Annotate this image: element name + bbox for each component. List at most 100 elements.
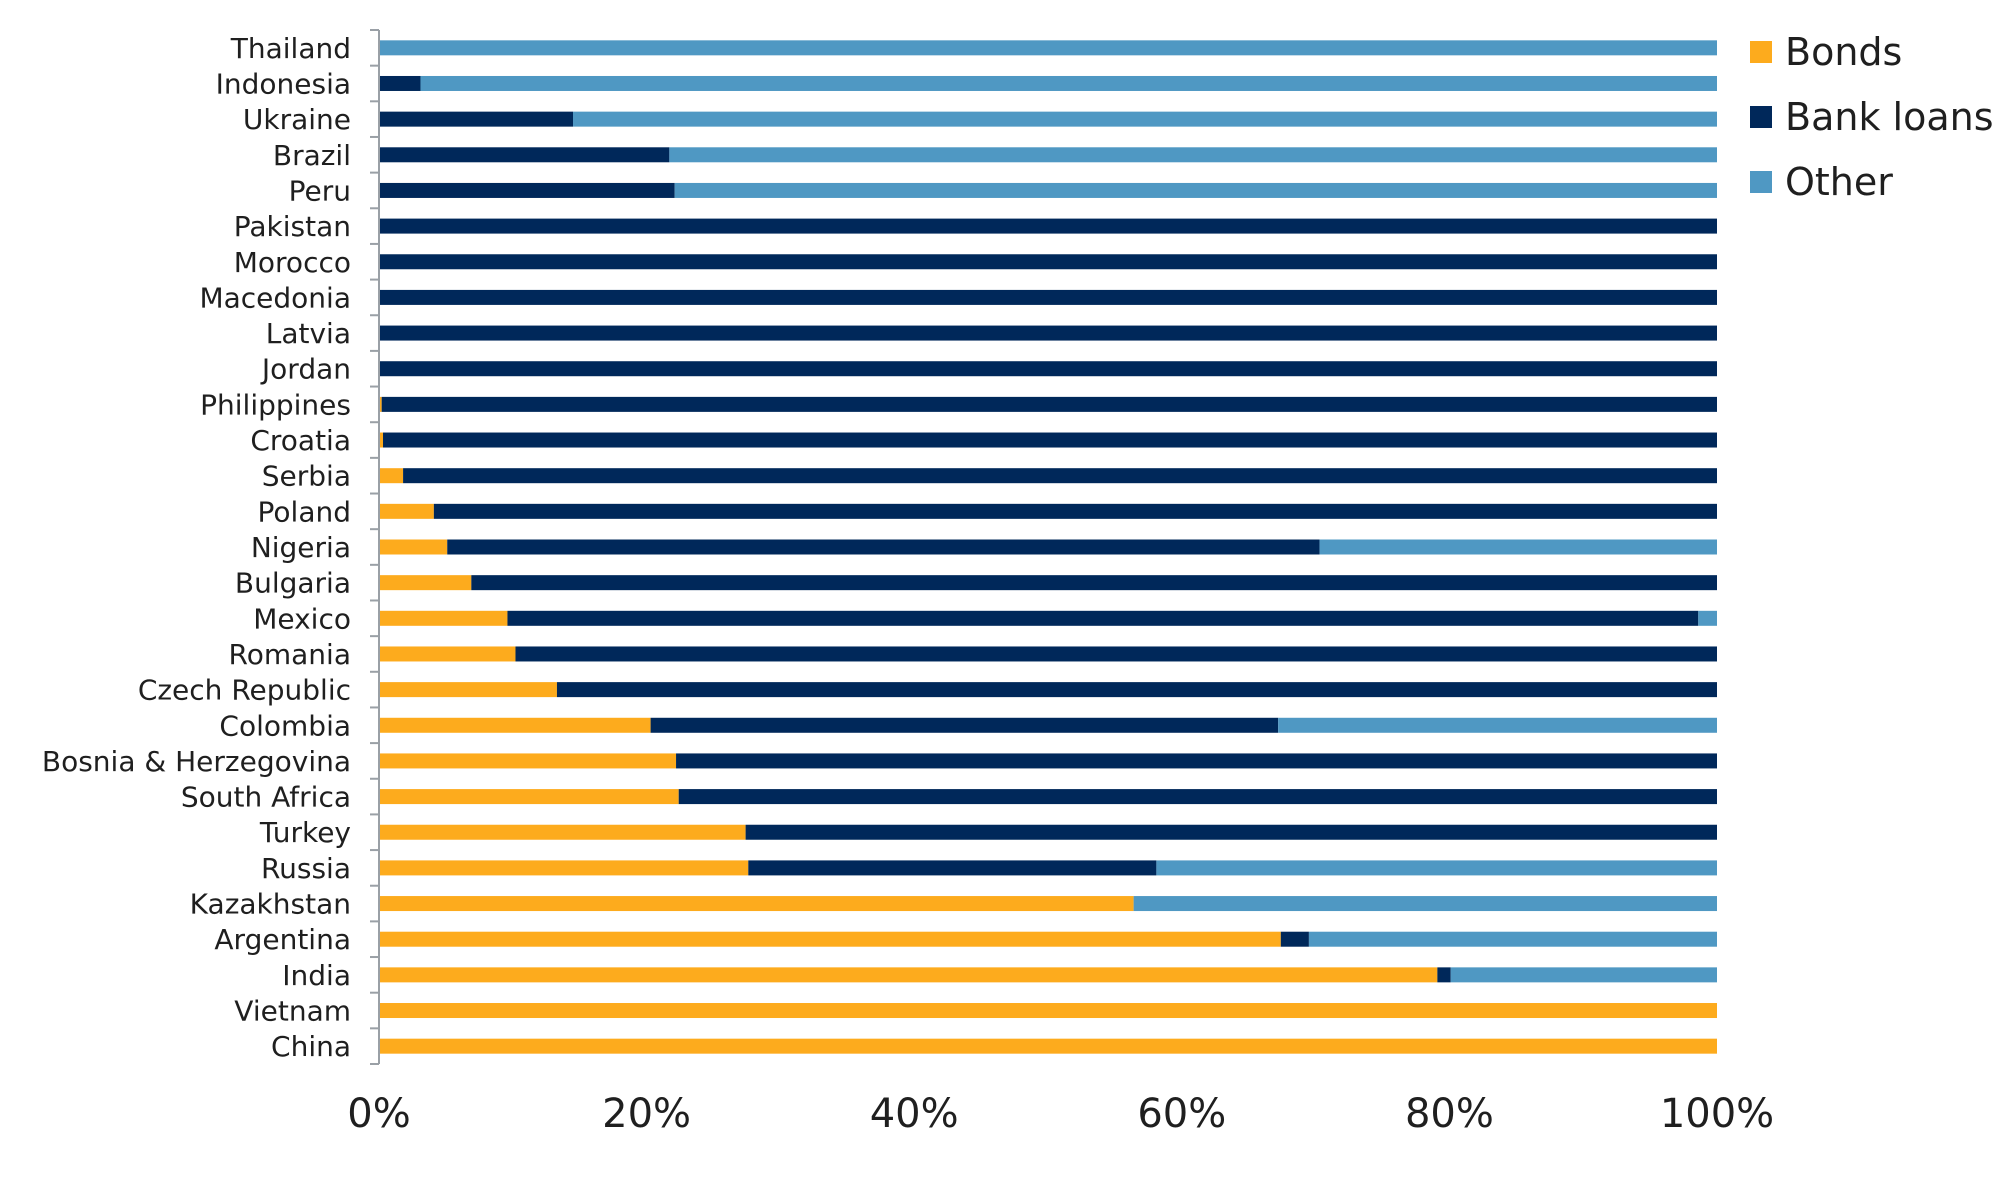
category-label: Indonesia xyxy=(216,67,351,100)
bar-segment-bank-loans xyxy=(447,539,1320,555)
category-label: Brazil xyxy=(273,139,351,172)
bar-segment-bonds xyxy=(379,860,749,876)
category-label: India xyxy=(282,959,351,992)
bar-segment-bonds xyxy=(379,468,404,484)
bar-segment-bank-loans xyxy=(515,646,1717,662)
bar-segment-bonds xyxy=(379,610,508,626)
bar-segment-bonds xyxy=(379,717,651,733)
bar-segment-bonds xyxy=(379,575,472,591)
bar-segment-other xyxy=(1319,539,1717,555)
axes-group xyxy=(370,29,380,1065)
category-label: China xyxy=(271,1030,351,1063)
category-label: Romania xyxy=(229,638,351,671)
x-tick-label: 80% xyxy=(1405,1091,1494,1137)
category-label: Argentina xyxy=(214,923,351,956)
bar-segment-other xyxy=(420,75,1718,91)
bar-segment-bank-loans xyxy=(471,575,1717,591)
legend-swatch-other xyxy=(1750,171,1772,193)
legend: Bonds Bank loans Other xyxy=(1750,30,1994,204)
bar-segment-bank-loans xyxy=(745,824,1717,840)
bar-segment-bonds xyxy=(379,896,1134,912)
bar-segment-bonds xyxy=(379,1038,1717,1054)
category-label: Pakistan xyxy=(234,210,351,243)
bar-segment-other xyxy=(573,111,1717,127)
category-label: Peru xyxy=(289,174,351,207)
x-tick-label: 100% xyxy=(1660,1091,1774,1137)
x-tick-label: 0% xyxy=(347,1091,410,1137)
legend-label: Other xyxy=(1785,160,1893,204)
bar-segment-bank-loans xyxy=(383,432,1717,448)
bar-segment-other xyxy=(669,147,1717,163)
bar-segment-other xyxy=(1133,896,1717,912)
bar-segment-bank-loans xyxy=(379,75,421,91)
category-label: Kazakhstan xyxy=(190,888,351,921)
legend-label: Bank loans xyxy=(1785,95,1994,139)
category-label: Thailand xyxy=(230,32,351,65)
bar-segment-bank-loans xyxy=(676,753,1717,769)
bar-segment-bonds xyxy=(379,432,384,448)
category-label: Macedonia xyxy=(199,281,351,314)
bar-segment-other xyxy=(1278,717,1717,733)
bar-segment-bonds xyxy=(379,396,382,412)
bar-segment-bank-loans xyxy=(379,361,1717,377)
x-tick-label: 40% xyxy=(870,1091,959,1137)
bars-group xyxy=(379,40,1718,1054)
bar-segment-bonds xyxy=(379,1003,1717,1019)
bar-segment-bonds xyxy=(379,682,557,698)
legend-swatch-bonds xyxy=(1750,41,1772,63)
bar-segment-bonds xyxy=(379,967,1438,983)
bar-segment-bonds xyxy=(379,824,746,840)
bar-segment-bank-loans xyxy=(403,468,1718,484)
bar-segment-other xyxy=(1450,967,1717,983)
bar-segment-bonds xyxy=(379,539,448,555)
legend-label: Bonds xyxy=(1785,30,1902,74)
x-tick-label: 60% xyxy=(1137,1091,1226,1137)
bar-segment-bonds xyxy=(379,503,434,519)
category-label: Philippines xyxy=(200,388,351,421)
bar-segment-other xyxy=(1308,931,1717,947)
bar-segment-bonds xyxy=(379,646,516,662)
bar-segment-bank-loans xyxy=(507,610,1699,626)
bar-segment-bonds xyxy=(379,789,679,805)
bar-segment-bank-loans xyxy=(379,111,574,127)
category-label: Turkey xyxy=(259,816,351,849)
bar-segment-bank-loans xyxy=(650,717,1279,733)
category-label: Bulgaria xyxy=(235,567,351,600)
bar-segment-bonds xyxy=(379,753,677,769)
category-label: Nigeria xyxy=(251,531,351,564)
category-label: Latvia xyxy=(266,317,351,350)
bar-segment-bank-loans xyxy=(1280,931,1309,947)
category-label: Russia xyxy=(261,852,351,885)
category-label: Croatia xyxy=(250,424,351,457)
category-label: Ukraine xyxy=(243,103,351,136)
bar-segment-other xyxy=(674,182,1718,198)
legend-swatch-bank-loans xyxy=(1750,106,1772,128)
category-label: Bosnia & Herzegovina xyxy=(42,745,351,778)
category-label: South Africa xyxy=(181,781,351,814)
category-label: Poland xyxy=(258,495,351,528)
bar-segment-bank-loans xyxy=(379,325,1717,341)
category-label: Czech Republic xyxy=(138,674,351,707)
bar-segment-bonds xyxy=(379,931,1281,947)
bar-segment-other xyxy=(379,40,1717,56)
x-tick-label: 20% xyxy=(602,1091,691,1137)
bar-segment-bank-loans xyxy=(379,254,1717,270)
bar-segment-bank-loans xyxy=(379,182,675,198)
bar-segment-other xyxy=(1698,610,1717,626)
x-tick-labels: 0% 20% 40% 60% 80% 100% xyxy=(347,1091,1774,1137)
category-label: Colombia xyxy=(219,709,351,742)
category-label: Mexico xyxy=(253,602,351,635)
bar-segment-bank-loans xyxy=(379,289,1717,305)
category-labels: ThailandIndonesiaUkraineBrazilPeruPakist… xyxy=(42,32,351,1063)
bar-segment-bank-loans xyxy=(748,860,1157,876)
bar-segment-bank-loans xyxy=(556,682,1718,698)
bar-segment-other xyxy=(1156,860,1717,876)
bar-segment-bank-loans xyxy=(433,503,1717,519)
bar-segment-bank-loans xyxy=(381,396,1718,412)
bar-segment-bank-loans xyxy=(678,789,1718,805)
category-label: Vietnam xyxy=(234,995,351,1028)
bar-segment-bank-loans xyxy=(379,147,670,163)
bar-segment-bank-loans xyxy=(379,218,1717,234)
category-label: Morocco xyxy=(234,246,351,279)
